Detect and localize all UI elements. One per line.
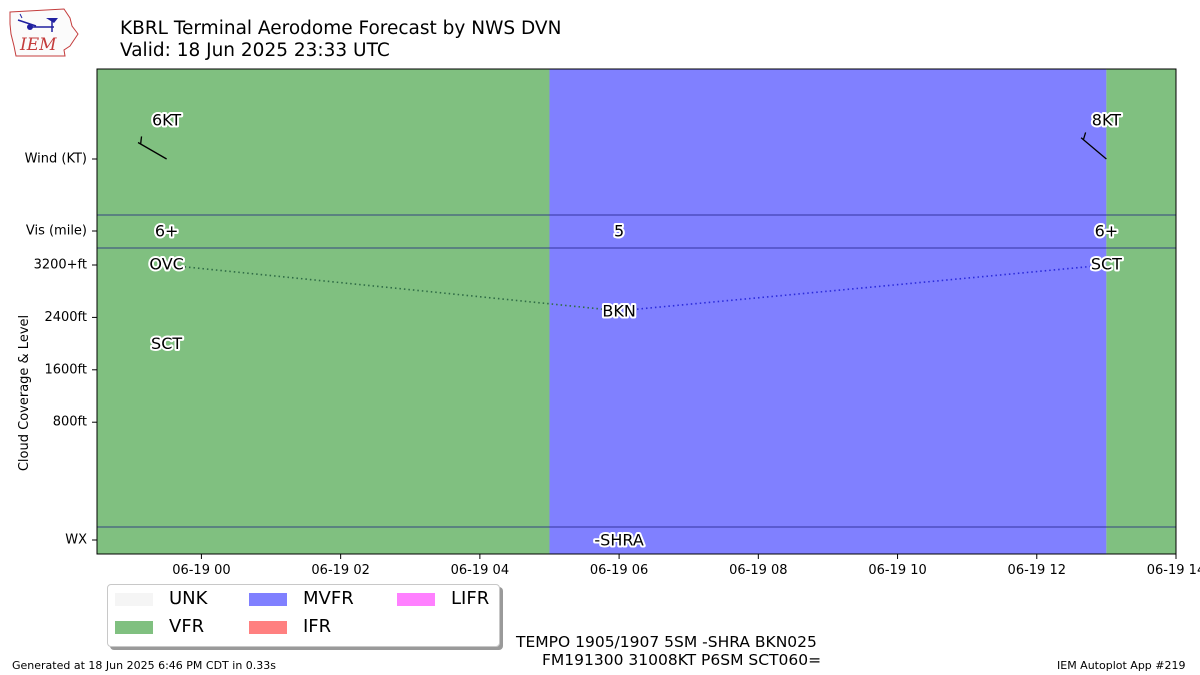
y-tick-label-cloud: 2400ft — [44, 310, 87, 325]
y-tick-label-cloud: 1600ft — [44, 362, 87, 377]
y-tick-label-wind: Wind (KT) — [25, 152, 87, 167]
flight-category-band-vfr — [1106, 69, 1176, 554]
wind-barb-feather — [139, 136, 143, 145]
wind-barbs — [137, 132, 1107, 160]
legend-swatch-ifr — [249, 621, 287, 634]
legend-swatch-mvfr — [249, 593, 287, 606]
iem-logo: IEM — [8, 6, 80, 62]
legend-label-vfr: VFR — [169, 616, 205, 637]
x-axis: 06-19 00 06-19 02 06-19 04 06-19 06 06-19 08… — [172, 554, 1200, 578]
cloud-trend-line — [619, 264, 1107, 312]
y-tick-label-vis: Vis (mile) — [26, 224, 87, 239]
cloud-trend-line — [166, 264, 620, 312]
wind-barb — [137, 136, 167, 160]
legend-label-lifr: LIFR — [451, 588, 490, 609]
y-axis-label-cloud: Cloud Coverage & Level — [17, 315, 32, 471]
x-tick-label: 06-19 02 — [311, 563, 369, 578]
autoplot-app-id: IEM Autoplot App #219 — [1057, 659, 1186, 672]
taf-text-line-1: TEMPO 1905/1907 5SM -SHRA BKN025 — [516, 633, 817, 651]
weather-label: -SHRA — [594, 531, 643, 550]
visibility-label: 6+ — [155, 222, 179, 241]
x-tick-label: 06-19 06 — [590, 563, 648, 578]
x-tick-label: 06-19 10 — [868, 563, 926, 578]
legend-swatch-vfr — [115, 621, 153, 634]
legend-label-ifr: IFR — [303, 616, 332, 637]
cloud-layer-label: SCT — [1091, 255, 1122, 274]
taf-text-line-2: FM191300 31008KT P6SM SCT060= — [542, 651, 822, 669]
x-tick-label: 06-19 08 — [729, 563, 787, 578]
x-tick-label: 06-19 14 — [1147, 563, 1200, 578]
value-labels: 6KT 8KT 6+ 5 6+ OVC SCT BKN SCT -SHRA — [147, 109, 1124, 552]
generated-timestamp: Generated at 18 Jun 2025 6:46 PM CDT in … — [12, 659, 277, 672]
wind-speed-label: 6KT — [152, 111, 181, 130]
wind-barb-shaft — [1080, 137, 1107, 160]
x-tick-label: 06-19 12 — [1008, 563, 1066, 578]
legend: UNK VFR MVFR IFR LIFR — [107, 584, 500, 647]
flight-category-band-vfr — [97, 69, 550, 554]
plot-frame — [96, 68, 1177, 555]
visibility-label: 5 — [614, 222, 624, 241]
logo-text: IEM — [19, 35, 57, 55]
wind-barb-feather — [1082, 132, 1087, 140]
legend-label-mvfr: MVFR — [303, 588, 354, 609]
y-tick-label-cloud: 3200+ft — [34, 258, 87, 273]
y-tick-label-wx: WX — [65, 533, 87, 548]
cloud-layer-label: SCT — [151, 334, 182, 353]
row-dividers — [97, 214, 1176, 528]
flight-category-bands — [97, 69, 1176, 554]
wind-barb-shaft — [137, 141, 167, 160]
flight-category-band-mvfr — [549, 69, 1107, 554]
legend-swatch-unk — [115, 593, 153, 606]
chart-subtitle: Valid: 18 Jun 2025 23:33 UTC — [120, 40, 390, 61]
wind-barb — [1080, 132, 1107, 160]
cloud-trend-lines — [166, 264, 1107, 312]
x-tick-label: 06-19 00 — [172, 563, 230, 578]
visibility-label: 6+ — [1095, 222, 1119, 241]
cloud-layer-label: BKN — [602, 301, 635, 320]
cloud-layer-label: OVC — [149, 255, 183, 274]
legend-label-unk: UNK — [169, 588, 208, 609]
legend-swatch-lifr — [397, 593, 435, 606]
chart-title: KBRL Terminal Aerodome Forecast by NWS D… — [120, 18, 562, 39]
x-tick-label: 06-19 04 — [451, 563, 509, 578]
y-tick-label-cloud: 800ft — [53, 415, 87, 430]
y-axis: Wind (KT) Vis (mile) 800ft 1600ft 2400ft 3200… — [25, 152, 97, 548]
wind-speed-label: 8KT — [1092, 111, 1121, 130]
